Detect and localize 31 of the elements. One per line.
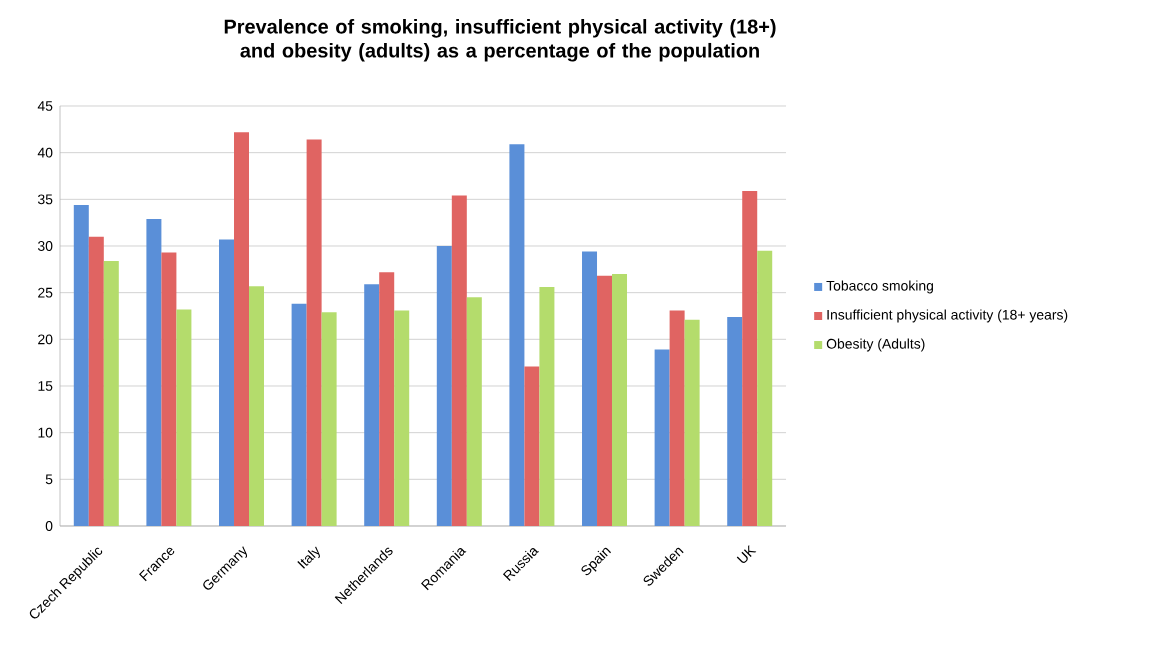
bar [219, 239, 235, 526]
bar [451, 195, 467, 526]
bar [466, 297, 482, 526]
bar [654, 349, 670, 526]
bar [234, 132, 250, 526]
bar [669, 310, 685, 526]
bar [146, 218, 162, 526]
bar [524, 366, 540, 526]
bar [249, 286, 265, 526]
bar [612, 273, 628, 526]
bar [394, 310, 410, 526]
chart-title: Prevalence of smoking, insufficient physical activity (18+) and obesity (adults) as a percentage of the population [224, 19, 776, 62]
bar [306, 139, 322, 526]
bar [757, 250, 773, 526]
bar [509, 144, 525, 526]
bar [103, 260, 119, 526]
bar [364, 284, 380, 526]
bar [684, 319, 700, 526]
bar [379, 272, 395, 526]
bar [321, 312, 337, 526]
bar [742, 190, 758, 526]
bar [597, 275, 613, 526]
bar [582, 251, 598, 526]
bar [73, 204, 89, 526]
bar [176, 309, 192, 526]
bar [539, 287, 555, 526]
bar [727, 316, 743, 526]
bar [161, 252, 177, 526]
bar [436, 245, 452, 526]
bar [88, 236, 104, 526]
bar [291, 303, 307, 526]
